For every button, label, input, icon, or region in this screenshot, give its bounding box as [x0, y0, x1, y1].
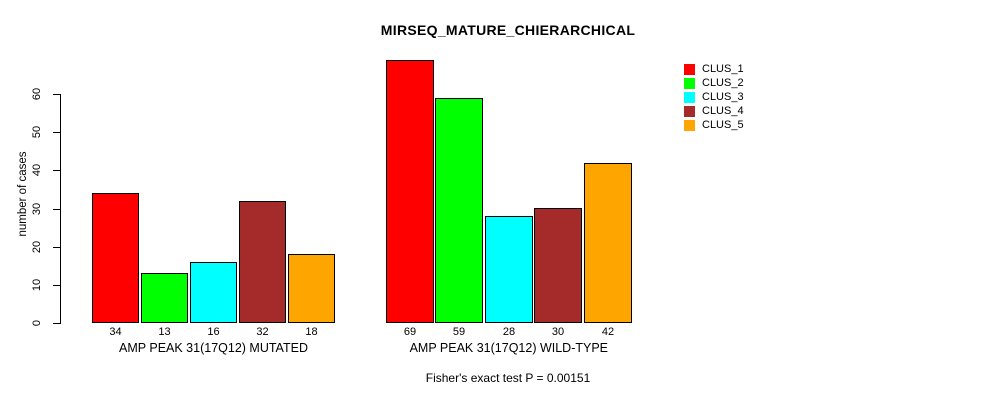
- legend-swatch: [684, 77, 695, 89]
- group-label: AMP PEAK 31(17Q12) WILD-TYPE: [409, 341, 609, 355]
- legend-label: CLUS_2: [702, 77, 744, 89]
- legend-row: CLUS_4: [684, 104, 744, 118]
- bar-clus_2: [435, 98, 483, 323]
- legend-label: CLUS_4: [702, 105, 744, 117]
- legend-swatch: [684, 119, 695, 131]
- y-tick-label: 40: [31, 163, 43, 177]
- y-tick-label: 0: [31, 319, 43, 327]
- bar-value-label: 69: [403, 326, 417, 338]
- bar-value-label: 18: [305, 326, 318, 338]
- legend-swatch: [684, 63, 695, 75]
- legend-label: CLUS_3: [702, 91, 744, 103]
- bar-clus_4: [239, 201, 286, 323]
- fisher-test-annotation: Fisher's exact test P = 0.00151: [425, 371, 591, 385]
- legend-row: CLUS_5: [684, 118, 744, 132]
- bar-value-label: 32: [256, 326, 269, 338]
- bar-clus_2: [141, 273, 188, 323]
- bar-value-label: 42: [601, 326, 615, 338]
- y-tick-label: 30: [31, 202, 43, 216]
- legend-swatch: [684, 105, 695, 117]
- bar-value-label: 59: [452, 326, 466, 338]
- bar-clus_1: [92, 193, 139, 323]
- bar-clus_3: [190, 262, 237, 323]
- y-tick-label: 10: [31, 278, 43, 292]
- bar-clus_5: [584, 163, 632, 323]
- y-tick-mark: [53, 132, 61, 133]
- y-tick-mark: [53, 94, 61, 95]
- legend-label: CLUS_1: [702, 63, 744, 75]
- bar-clus_1: [386, 60, 434, 323]
- legend-swatch: [684, 91, 695, 103]
- legend-row: CLUS_1: [684, 62, 744, 76]
- legend-row: CLUS_2: [684, 76, 744, 90]
- bar-clus_5: [288, 254, 335, 323]
- y-tick-mark: [53, 323, 61, 324]
- y-tick-label: 60: [31, 87, 43, 101]
- bar-value-label: 13: [158, 326, 171, 338]
- y-tick-mark: [53, 285, 61, 286]
- y-tick-mark: [53, 209, 61, 210]
- bar-clus_4: [534, 208, 582, 323]
- bar-clus_3: [485, 216, 533, 323]
- legend-label: CLUS_5: [702, 119, 744, 131]
- bar-value-label: 16: [207, 326, 220, 338]
- legend: CLUS_1 CLUS_2 CLUS_3 CLUS_4 CLUS_5: [684, 62, 744, 132]
- y-axis-title: number of cases: [17, 151, 29, 237]
- bar-value-label: 28: [502, 326, 516, 338]
- y-tick-mark: [53, 170, 61, 171]
- legend-row: CLUS_3: [684, 90, 744, 104]
- y-tick-label: 20: [31, 240, 43, 254]
- chart-title: MIRSEQ_MATURE_CHIERARCHICAL: [380, 22, 636, 38]
- group-label: AMP PEAK 31(17Q12) MUTATED: [119, 341, 308, 355]
- bar-value-label: 34: [109, 326, 122, 338]
- y-tick-label: 50: [31, 125, 43, 139]
- bar-value-label: 30: [551, 326, 565, 338]
- y-tick-mark: [53, 247, 61, 248]
